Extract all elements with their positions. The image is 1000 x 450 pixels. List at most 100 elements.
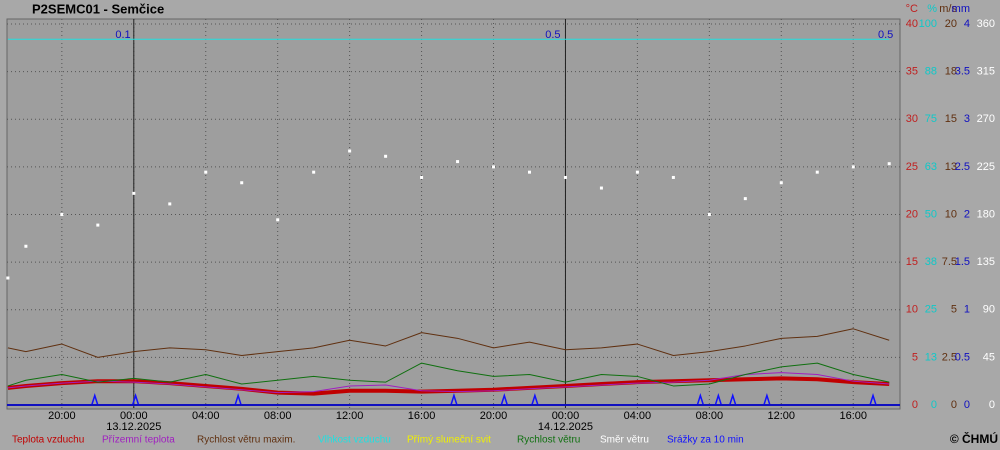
- direction-dot: [24, 244, 28, 248]
- direction-dot: [96, 223, 100, 227]
- direction-dot: [204, 170, 208, 174]
- y-tick-label: 0: [931, 399, 937, 411]
- axis-unit: °C: [906, 3, 918, 15]
- date-label: 13.12.2025: [106, 421, 161, 433]
- direction-dot: [276, 218, 280, 222]
- y-tick-label: 38: [925, 256, 937, 268]
- direction-dot: [743, 197, 747, 201]
- rain-spike: [531, 392, 539, 406]
- direction-dot: [599, 186, 603, 190]
- rain-spike: [763, 392, 771, 406]
- direction-dot: [815, 170, 819, 174]
- y-tick-label: 0: [964, 399, 970, 411]
- rain-spike: [91, 392, 99, 406]
- direction-dot: [240, 181, 244, 185]
- y-tick-label: 90: [983, 304, 995, 316]
- y-tick-label: 100: [919, 18, 937, 30]
- direction-dot: [168, 202, 172, 206]
- y-tick-label: 10: [906, 304, 918, 316]
- y-tick-label: 2.5: [955, 161, 970, 173]
- rain-spike: [869, 392, 877, 406]
- y-tick-label: 1: [964, 304, 970, 316]
- legend-entry: Směr větru: [600, 435, 649, 446]
- series-line: [7, 362, 890, 387]
- x-tick-label: 20:00: [48, 410, 76, 422]
- rain-spike: [714, 392, 723, 406]
- y-tick-label: 3.5: [955, 66, 970, 78]
- direction-dot: [312, 170, 316, 174]
- direction-dot: [707, 213, 711, 216]
- direction-dot: [6, 276, 10, 280]
- y-tick-label: 18: [945, 66, 957, 78]
- x-tick-label: 04:00: [624, 410, 652, 422]
- legend-entry: Rychlost větru: [517, 435, 580, 446]
- y-tick-label: 315: [977, 66, 995, 78]
- x-tick-label: 00:00: [120, 410, 148, 422]
- y-tick-label: 75: [925, 113, 937, 125]
- y-tick-label: 25: [925, 304, 937, 316]
- y-tick-label: 360: [977, 18, 995, 30]
- direction-dot: [60, 213, 64, 216]
- y-tick-label: 4: [964, 18, 970, 30]
- date-label: 14.12.2025: [538, 421, 593, 433]
- y-tick-label: 40: [906, 18, 918, 30]
- y-tick-label: 2: [964, 208, 970, 220]
- legend-entry: Teplota vzduchu: [12, 435, 84, 446]
- rain-spike: [234, 392, 242, 406]
- x-tick-label: 16:00: [839, 410, 867, 422]
- y-tick-label: 50: [925, 208, 937, 220]
- direction-dot: [456, 160, 460, 164]
- direction-dot: [887, 162, 891, 166]
- y-tick-label: 25: [906, 161, 918, 173]
- y-tick-label: 225: [977, 161, 995, 173]
- y-tick-label: 13: [925, 351, 937, 363]
- x-tick-label: 08:00: [264, 410, 292, 422]
- y-tick-label: 0: [912, 399, 918, 411]
- x-tick-label: 12:00: [336, 410, 364, 422]
- rain-spike: [729, 392, 737, 406]
- series-line: [7, 328, 890, 358]
- direction-dot: [384, 154, 388, 158]
- legend-entry: Přímý sluneční svit: [407, 435, 491, 446]
- annotation: 0.1: [115, 29, 130, 41]
- y-tick-label: 10: [945, 208, 957, 220]
- y-tick-label: 45: [983, 351, 995, 363]
- rain-spike: [131, 392, 140, 406]
- direction-dot: [635, 170, 639, 174]
- y-tick-label: 0: [951, 399, 957, 411]
- copyright: © ČHMÚ: [950, 431, 998, 446]
- y-tick-label: 2.5: [942, 351, 957, 363]
- x-tick-label: 16:00: [408, 410, 436, 422]
- direction-dot: [492, 165, 496, 169]
- y-tick-label: 13: [945, 161, 957, 173]
- series-line: [7, 372, 890, 394]
- axis-unit: m/s: [939, 3, 957, 15]
- legend-entry: Vlhkost vzduchu: [318, 435, 391, 446]
- direction-dot: [527, 170, 531, 174]
- y-tick-label: 35: [906, 66, 918, 78]
- y-tick-label: 270: [977, 113, 995, 125]
- direction-dot: [779, 181, 783, 185]
- x-tick-label: 12:00: [768, 410, 796, 422]
- direction-dot: [348, 149, 352, 153]
- x-tick-label: 04:00: [192, 410, 220, 422]
- annotation: 0.5: [878, 29, 893, 41]
- x-tick-label: 20:00: [480, 410, 508, 422]
- direction-dot: [851, 165, 855, 169]
- chart-title: P2SEMC01 - Semčice: [32, 1, 164, 16]
- direction-dot: [420, 175, 424, 179]
- y-tick-label: 135: [977, 256, 995, 268]
- y-tick-label: 20: [945, 18, 957, 30]
- legend-entry: Rychlost větru maxim.: [197, 435, 295, 446]
- legend-entry: Srážky za 10 min: [667, 435, 744, 446]
- y-tick-label: 5: [912, 351, 918, 363]
- x-tick-label: 08:00: [696, 410, 724, 422]
- annotation: 0.5: [545, 29, 560, 41]
- rain-spike: [696, 392, 705, 406]
- axis-unit: mm: [952, 3, 970, 15]
- y-tick-label: 20: [906, 208, 918, 220]
- rain-spike: [500, 392, 509, 406]
- y-tick-label: 7.5: [942, 256, 957, 268]
- y-tick-label: 0: [989, 399, 995, 411]
- y-tick-label: 1.5: [955, 256, 970, 268]
